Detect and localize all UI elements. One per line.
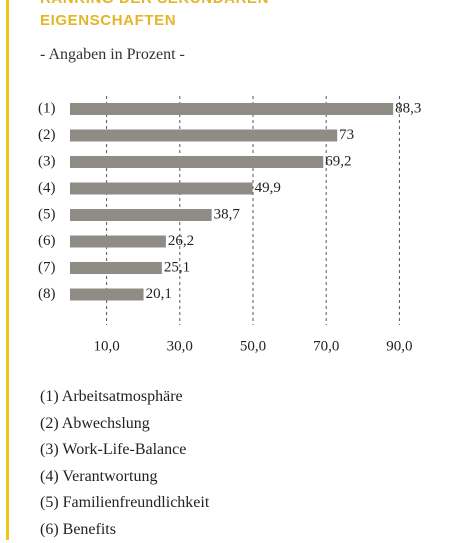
- key: (1) Arbeitsatmosphäre(2) Abwechslung(3) …: [40, 384, 209, 543]
- value-label: 88,3: [395, 100, 421, 116]
- chart: 10,0 30,0 50,0 70,0 90,0 (1) 88,3 (2) 73 (3) 69,2 (…: [0, 0, 452, 380]
- bar: [70, 209, 212, 221]
- x-tick-label: 90,0: [386, 338, 412, 354]
- value-label: 73: [339, 127, 354, 143]
- y-tick-label: (8): [38, 286, 56, 302]
- y-tick-label: (6): [38, 233, 56, 249]
- key-item: (6) Benefits: [40, 517, 209, 543]
- key-item: (4) Verantwortung: [40, 464, 209, 491]
- value-label: 49,9: [255, 180, 281, 196]
- x-tick-label: 50,0: [240, 338, 266, 354]
- y-tick-label: (2): [38, 127, 56, 143]
- y-tick-label: (7): [38, 259, 56, 275]
- bar: [70, 183, 253, 195]
- key-item: (1) Arbeitsatmosphäre: [40, 384, 209, 411]
- value-label: 38,7: [214, 206, 241, 222]
- y-tick-label: (3): [38, 153, 56, 169]
- x-tick-label: 10,0: [93, 338, 119, 354]
- value-label: 69,2: [325, 153, 351, 169]
- key-item: (5) Familienfreundlichkeit: [40, 490, 209, 517]
- value-label: 20,1: [146, 286, 172, 302]
- y-tick-label: (4): [38, 180, 56, 196]
- bar: [70, 236, 166, 248]
- x-tick-label: 30,0: [167, 338, 193, 354]
- value-label: 26,2: [168, 233, 194, 249]
- key-item: (2) Abwechslung: [40, 411, 209, 438]
- bar: [70, 289, 144, 301]
- value-label: 25,1: [164, 259, 190, 275]
- key-item: (3) Work-Life-Balance: [40, 437, 209, 464]
- bar: [70, 103, 393, 115]
- y-tick-label: (5): [38, 206, 56, 222]
- bar: [70, 156, 323, 168]
- bar: [70, 130, 337, 142]
- y-tick-label: (1): [38, 100, 56, 116]
- x-tick-label: 70,0: [313, 338, 339, 354]
- bar: [70, 262, 162, 274]
